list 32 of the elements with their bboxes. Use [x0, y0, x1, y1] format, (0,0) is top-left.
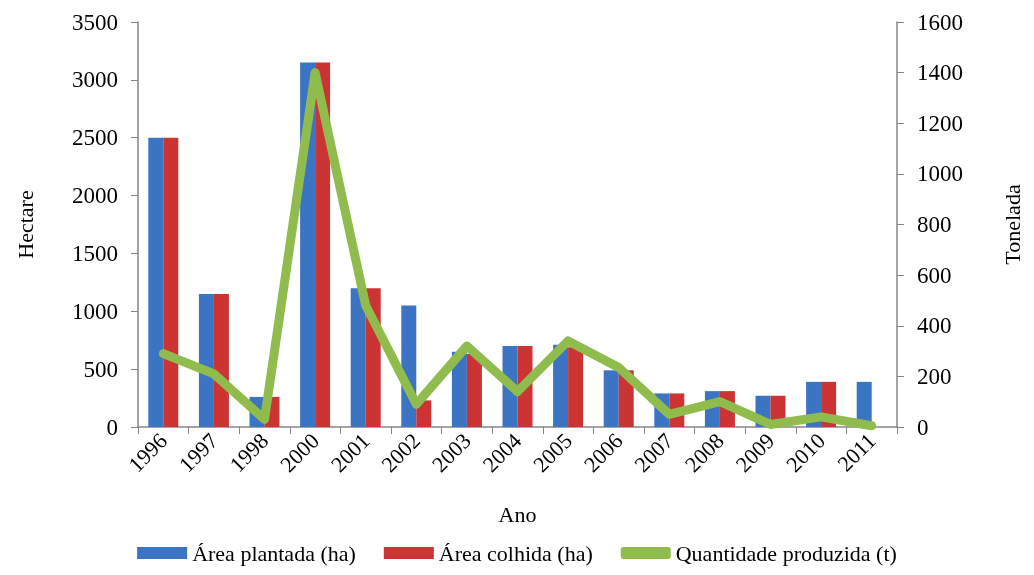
y-tick-label: 1500: [72, 240, 118, 266]
y-tick-label: 0: [106, 414, 118, 440]
bar: [148, 137, 164, 427]
x-tick-label: 2011: [832, 428, 881, 477]
bar: [163, 137, 179, 427]
bar: [213, 293, 229, 427]
y2-tick-label: 1200: [917, 110, 963, 136]
y-tick-label: 3000: [72, 67, 118, 93]
bar: [466, 354, 482, 427]
y2-tick-label: 600: [917, 262, 952, 288]
y2-tick-label: 0: [917, 414, 929, 440]
bar: [350, 288, 366, 427]
y-tick-label: 1000: [72, 298, 118, 324]
x-axis-title: Ano: [498, 501, 537, 527]
y-axis-title: Hectare: [12, 190, 38, 259]
legend-label: Área plantada (ha): [192, 540, 356, 566]
y-tick-label: 500: [83, 356, 118, 382]
y-tick-label: 2500: [72, 125, 118, 151]
y2-tick-label: 200: [917, 363, 952, 389]
y2-tick-label: 1000: [917, 161, 963, 187]
y-tick-label: 2000: [72, 183, 118, 209]
bar: [603, 370, 619, 427]
y2-tick-label: 800: [917, 212, 952, 237]
y-tick-label: 3500: [72, 9, 118, 35]
y2-axis-title: Tonelada: [999, 184, 1025, 265]
y2-tick-label: 1400: [917, 60, 963, 86]
legend-label: Quantidade produzida (t): [675, 540, 897, 566]
legend-label: Área colhida (ha): [438, 540, 593, 566]
bar: [198, 293, 214, 427]
y2-tick-label: 400: [917, 313, 952, 339]
bar: [568, 347, 584, 427]
y2-tick-label: 1600: [917, 9, 963, 35]
